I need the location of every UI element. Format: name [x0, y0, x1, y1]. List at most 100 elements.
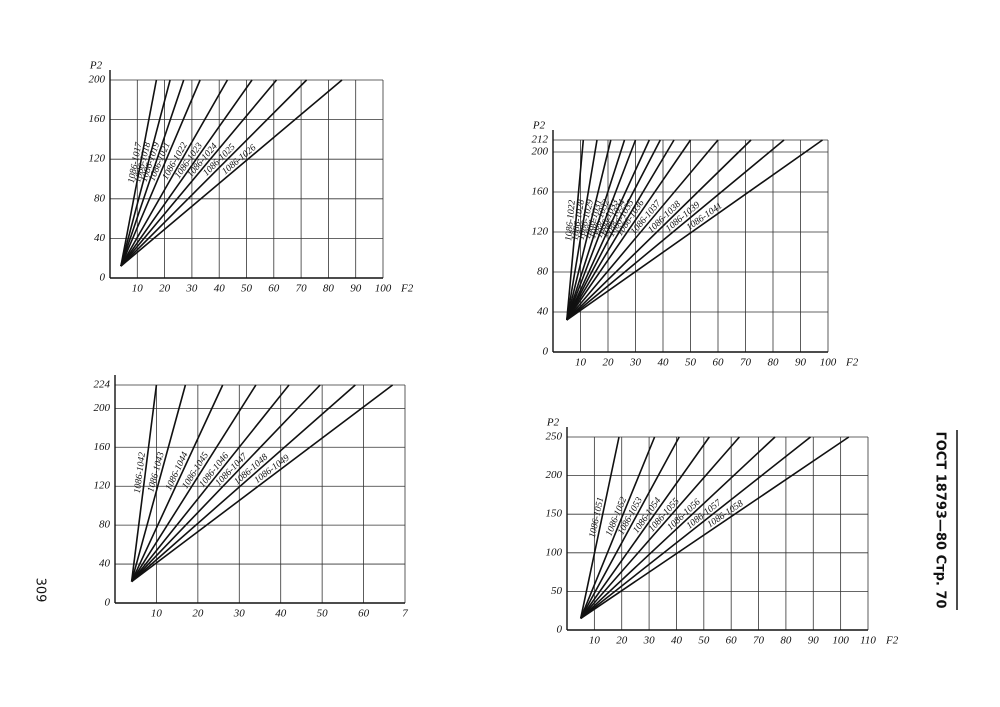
series-line — [566, 139, 626, 321]
x-tick-label: 20 — [192, 608, 204, 620]
x-tick-label: 10 — [589, 635, 601, 647]
series-line — [130, 384, 257, 583]
series-line — [120, 79, 229, 267]
series-label: 1086-1022 — [564, 199, 578, 241]
x-tick-label: 90 — [795, 357, 807, 369]
page-number: 309 — [33, 578, 48, 603]
series-line — [120, 79, 253, 267]
y-tick-label: 200 — [546, 469, 563, 481]
series-line — [566, 139, 651, 321]
y-tick-label: 40 — [94, 232, 106, 244]
y-tick-label: 120 — [89, 153, 106, 165]
y-tick-label: 0 — [100, 272, 106, 284]
y-tick-label: 0 — [557, 624, 563, 636]
x-tick-label: 110 — [860, 635, 876, 647]
series-line — [579, 436, 680, 619]
y-tick-label: 0 — [105, 597, 111, 609]
series-line — [566, 139, 585, 321]
x-tick-label: 50 — [317, 608, 329, 620]
x-axis-label: F2 — [845, 357, 859, 369]
series-line — [120, 79, 343, 267]
x-tick-label: 40 — [671, 635, 683, 647]
x-tick-label: 70 — [296, 283, 308, 295]
series-line — [579, 436, 620, 619]
y-tick-label: 120 — [94, 480, 111, 492]
series-line — [120, 79, 158, 267]
x-tick-label: 60 — [726, 635, 738, 647]
y-tick-label: 224 — [94, 379, 111, 391]
y-tick-label: 80 — [537, 266, 549, 278]
x-tick-label: 100 — [820, 357, 837, 369]
x-tick-label: 7 — [402, 608, 408, 620]
x-tick-label: 60 — [268, 283, 280, 295]
y-tick-label: 250 — [546, 431, 563, 443]
series-line — [131, 384, 321, 583]
y-tick-label: 50 — [551, 585, 563, 597]
y-tick-label: 160 — [94, 441, 111, 453]
x-tick-label: 70 — [740, 357, 752, 369]
side-header: ГОСТ 18793—80 Стр. 70 — [933, 431, 948, 608]
x-tick-label: 10 — [575, 357, 587, 369]
x-tick-label: 10 — [151, 608, 163, 620]
x-tick-label: 20 — [159, 283, 171, 295]
series-label: 1086-1051 — [588, 496, 606, 538]
y-tick-label: 160 — [532, 186, 549, 198]
series-line — [130, 384, 158, 582]
series-line — [566, 139, 752, 321]
y-tick-label: 100 — [546, 546, 563, 558]
y-tick-label: 150 — [546, 508, 563, 520]
y-tick-label: 80 — [99, 519, 111, 531]
series-line — [120, 79, 171, 267]
series-line — [566, 139, 823, 321]
series-line — [566, 139, 675, 321]
x-axis-label: F2 — [885, 635, 899, 647]
x-axis-label: F2 — [400, 283, 414, 295]
series-line — [120, 79, 278, 267]
series-line — [580, 436, 811, 620]
x-tick-label: 60 — [358, 608, 370, 620]
y-tick-label: 80 — [94, 192, 106, 204]
series-line — [580, 436, 850, 620]
x-tick-label: 60 — [713, 357, 725, 369]
series-line — [131, 384, 394, 583]
x-tick-label: 50 — [698, 635, 710, 647]
series-line — [120, 79, 308, 267]
series-line — [131, 384, 356, 583]
x-tick-label: 80 — [780, 635, 792, 647]
series-line — [566, 139, 662, 321]
x-tick-label: 20 — [603, 357, 615, 369]
y-tick-label: 212 — [532, 134, 549, 146]
x-tick-label: 40 — [658, 357, 670, 369]
series-line — [566, 139, 598, 321]
series-line — [579, 436, 656, 619]
x-tick-label: 100 — [375, 283, 392, 295]
x-tick-label: 10 — [132, 283, 144, 295]
x-tick-label: 30 — [185, 283, 198, 295]
series-line — [580, 436, 776, 619]
series-line — [130, 384, 290, 583]
series-line — [580, 436, 710, 619]
series-line — [580, 436, 741, 619]
x-tick-label: 90 — [808, 635, 820, 647]
x-tick-label: 40 — [275, 608, 287, 620]
series-line — [566, 139, 637, 321]
y-tick-label: 200 — [532, 146, 549, 158]
series-line — [130, 384, 187, 582]
y-axis-label: P2 — [546, 417, 560, 429]
series-line — [120, 79, 185, 267]
y-tick-label: 200 — [89, 74, 106, 86]
series-line — [566, 139, 692, 321]
y-tick-label: 0 — [543, 346, 549, 358]
x-tick-label: 20 — [616, 635, 628, 647]
x-tick-label: 80 — [323, 283, 335, 295]
x-tick-label: 70 — [753, 635, 765, 647]
y-axis-label: P2 — [532, 120, 546, 132]
y-tick-label: 40 — [537, 306, 549, 318]
x-tick-label: 30 — [643, 635, 656, 647]
series-line — [566, 139, 612, 321]
x-tick-label: 30 — [629, 357, 642, 369]
x-tick-label: 100 — [832, 635, 849, 647]
series-line — [566, 139, 719, 321]
series-line — [120, 79, 201, 267]
